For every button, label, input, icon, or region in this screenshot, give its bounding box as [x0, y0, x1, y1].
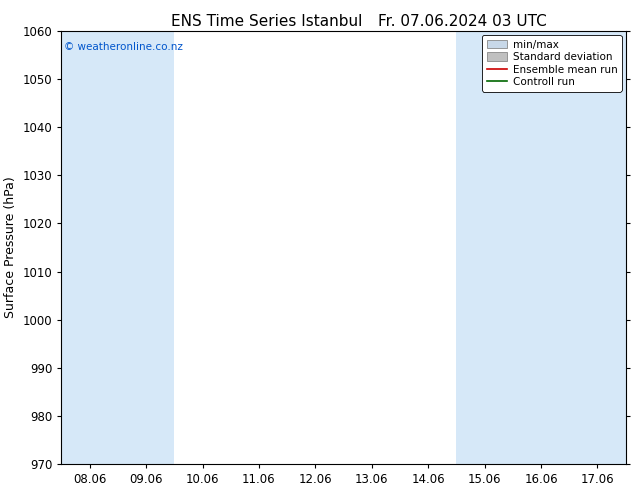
- Text: © weatheronline.co.nz: © weatheronline.co.nz: [64, 42, 183, 52]
- Text: ENS Time Series Istanbul: ENS Time Series Istanbul: [171, 14, 362, 29]
- Bar: [513, 31, 569, 464]
- Bar: [569, 31, 626, 464]
- Legend: min/max, Standard deviation, Ensemble mean run, Controll run: min/max, Standard deviation, Ensemble me…: [482, 35, 621, 92]
- Bar: [456, 31, 513, 464]
- Bar: [118, 31, 174, 464]
- Y-axis label: Surface Pressure (hPa): Surface Pressure (hPa): [4, 176, 17, 318]
- Text: Fr. 07.06.2024 03 UTC: Fr. 07.06.2024 03 UTC: [378, 14, 547, 29]
- Bar: [61, 31, 118, 464]
